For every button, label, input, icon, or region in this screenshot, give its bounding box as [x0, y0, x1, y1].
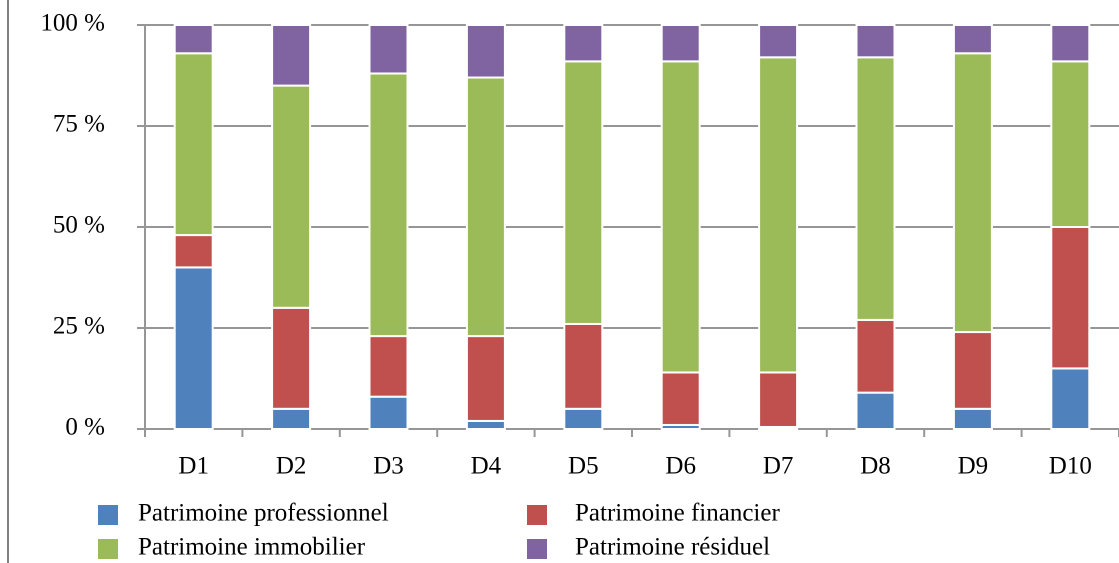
x-tick-label: D3 [373, 453, 404, 480]
x-tick-label: D1 [178, 453, 209, 480]
x-tick-label: D5 [568, 453, 599, 480]
bar-segment [465, 24, 506, 79]
x-tick-label: D6 [665, 453, 696, 480]
y-tick-label: 100 % [40, 10, 105, 37]
bar-segment [758, 24, 799, 59]
legend-label: Patrimoine professionnel [138, 500, 389, 527]
bar-segment [952, 52, 993, 334]
bar-segment [271, 407, 312, 430]
bar-segment [660, 60, 701, 374]
bar-segment [952, 407, 993, 430]
x-tick-label: D10 [1049, 453, 1092, 480]
bar-segment [173, 52, 214, 237]
legend-label: Patrimoine immobilier [138, 534, 366, 561]
bar-segment [271, 84, 312, 309]
bar-segment [563, 322, 604, 410]
bar-segment [758, 371, 799, 428]
bar-segment [952, 331, 993, 410]
legend-label: Patrimoine résiduel [575, 534, 770, 561]
bar-segment [368, 24, 409, 75]
x-tick-label: D4 [471, 453, 502, 480]
legend-swatch [98, 539, 118, 559]
legend-swatch [527, 539, 547, 559]
y-tick-label: 75 % [53, 111, 105, 138]
bar-segment [173, 234, 214, 269]
x-tick-label: D2 [276, 453, 307, 480]
bar-segment [368, 72, 409, 338]
bar-segment [368, 395, 409, 430]
x-tick-label: D8 [860, 453, 891, 480]
bar-segment [660, 24, 701, 63]
bar-segment [855, 318, 896, 394]
bar-segment [660, 371, 701, 426]
legend-swatch [98, 505, 118, 525]
bar-segment [1050, 24, 1091, 63]
bar-segment [1050, 60, 1091, 228]
bar-segment [1050, 226, 1091, 370]
bar-segment [855, 391, 896, 431]
bar-segment [758, 56, 799, 374]
bar-segment [465, 76, 506, 338]
bar-segment [271, 24, 312, 87]
x-tick-label: D9 [958, 453, 989, 480]
legend-swatch [527, 505, 547, 525]
bar-segment [563, 24, 604, 63]
bar-segment [465, 419, 506, 431]
y-tick-label: 50 % [53, 212, 105, 239]
bar-segment [952, 24, 993, 55]
bar-segment [173, 266, 214, 430]
bar-segment [855, 24, 896, 59]
y-tick-label: 0 % [65, 414, 105, 441]
legend-label: Patrimoine financier [575, 500, 780, 527]
bar-segment [465, 335, 506, 422]
bar-segment [271, 306, 312, 410]
bar-segment [1050, 367, 1091, 430]
bar-segment [368, 335, 409, 398]
bar-segment [855, 56, 896, 321]
bar-segment [173, 24, 214, 55]
bar-segment [563, 407, 604, 430]
y-tick-label: 25 % [53, 313, 105, 340]
bar-segment [563, 60, 604, 325]
x-tick-label: D7 [763, 453, 794, 480]
